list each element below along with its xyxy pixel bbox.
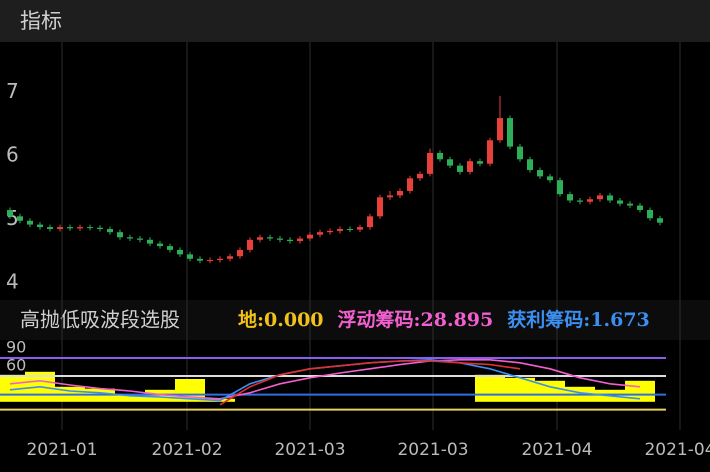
candle-body	[407, 178, 413, 191]
candle-body	[657, 218, 663, 223]
candle-body	[507, 118, 513, 147]
readout: 浮动筹码:28.895	[338, 308, 494, 331]
indicator-title: 高抛低吸波段选股	[20, 308, 180, 332]
y-tick-label: 5	[6, 206, 19, 230]
candle-body	[77, 227, 83, 229]
candle-body	[147, 239, 153, 244]
candle-body	[487, 140, 493, 164]
indicator-line	[9, 359, 641, 400]
candle-body	[287, 239, 293, 242]
candle-body	[647, 209, 653, 219]
candle-body	[107, 229, 113, 233]
candle-body	[627, 203, 633, 206]
candle-body	[387, 195, 393, 198]
candle-body	[67, 227, 73, 229]
candle-body	[417, 173, 423, 179]
candle-body	[357, 227, 363, 230]
readout: 获利筹码:1.673	[507, 308, 650, 331]
candle-body	[167, 246, 173, 250]
candle-body	[297, 238, 303, 242]
candle-body	[87, 227, 93, 229]
header-bar	[0, 0, 710, 42]
candle-body	[367, 216, 373, 228]
x-tick-label: 2021-03	[397, 440, 468, 460]
y-tick-label: 4	[6, 269, 19, 293]
candle-body	[27, 220, 33, 225]
candle-body	[17, 216, 23, 221]
bar	[475, 374, 505, 402]
candle-body	[457, 165, 463, 172]
candle-body	[587, 199, 593, 202]
candle-body	[7, 209, 13, 217]
candle-body	[477, 161, 483, 164]
candle-body	[427, 152, 433, 174]
candle-body	[547, 176, 553, 181]
candle-body	[557, 180, 563, 195]
candle-body	[607, 195, 613, 201]
x-tick-label: 2021-02	[151, 440, 222, 460]
candle-body	[567, 194, 573, 201]
candle-body	[117, 232, 123, 238]
candle-body	[597, 195, 603, 200]
candle-body	[197, 258, 203, 261]
x-tick-label: 2021-01	[26, 440, 97, 460]
candle-body	[267, 237, 273, 239]
candle-body	[257, 237, 263, 240]
candle-body	[227, 256, 233, 259]
y-tick-label: 60	[6, 355, 26, 374]
candle-body	[347, 229, 353, 231]
candle-body	[637, 205, 643, 210]
y-tick-label: 90	[6, 337, 26, 356]
indicator-line	[219, 360, 521, 406]
x-tick-label: 2021-04	[644, 440, 710, 460]
candle-body	[57, 227, 63, 230]
candle-body	[337, 229, 343, 231]
candle-body	[247, 239, 253, 250]
candle-body	[127, 237, 133, 239]
candle-body	[187, 254, 193, 259]
bar	[505, 377, 535, 402]
bar	[145, 389, 175, 402]
bar	[115, 394, 145, 402]
candle-body	[447, 159, 453, 166]
candle-body	[397, 190, 403, 196]
candle-body	[277, 238, 283, 240]
candle-body	[157, 243, 163, 247]
candle-body	[207, 260, 213, 262]
candle-body	[527, 159, 533, 171]
candle-body	[307, 234, 313, 239]
candle-body	[327, 230, 333, 233]
candle-body	[237, 249, 243, 257]
candle-body	[317, 232, 323, 235]
candle-body	[437, 152, 443, 160]
candle-body	[177, 249, 183, 255]
header-title: 指标	[20, 9, 62, 33]
indicator-bar	[0, 300, 710, 340]
bar	[535, 380, 565, 402]
candle-body	[537, 170, 543, 177]
x-tick-label: 2021-03	[274, 440, 345, 460]
y-tick-label: 7	[6, 79, 19, 103]
x-tick-label: 2021-04	[521, 440, 592, 460]
candle-body	[217, 258, 223, 261]
candle-body	[37, 224, 43, 228]
candle-body	[517, 146, 523, 160]
y-tick-label: 6	[6, 143, 19, 167]
candle-body	[577, 200, 583, 202]
candle-body	[497, 118, 503, 141]
candle-body	[47, 227, 53, 230]
readout: 地:0.000	[238, 308, 324, 331]
candle-body	[377, 197, 383, 217]
candle-body	[467, 161, 473, 172]
candle-body	[137, 238, 143, 240]
candle-body	[97, 227, 103, 230]
candle-body	[617, 200, 623, 204]
